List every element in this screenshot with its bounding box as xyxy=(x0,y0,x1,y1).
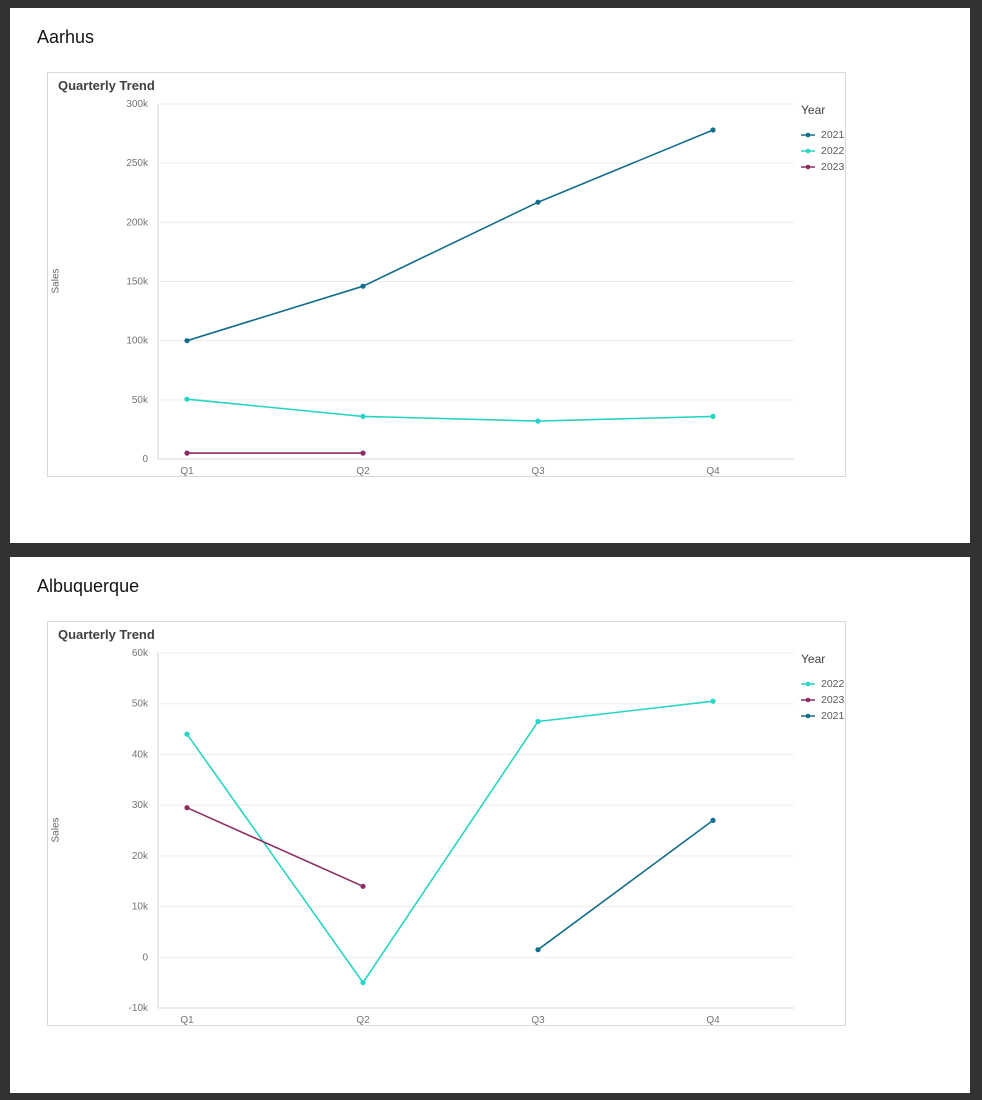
data-point-2022-Q4[interactable] xyxy=(710,698,716,704)
line-chart: -10k 0 10k 20k 30k 40k 50k 60k Q1 Q2 Q3 Q4 xyxy=(129,648,794,1025)
y-tick-label: -10k xyxy=(129,1003,149,1014)
y-tick-label: 10k xyxy=(132,902,149,913)
data-point-2023-Q2[interactable] xyxy=(360,883,366,889)
x-tick-label: Q1 xyxy=(180,466,194,476)
data-point-2022-Q2[interactable] xyxy=(360,413,366,419)
x-tick-label: Q3 xyxy=(531,1015,545,1025)
legend-item-2022[interactable]: 2022 xyxy=(801,143,844,159)
legend-marker-icon xyxy=(801,132,815,138)
y-tick-label: 40k xyxy=(132,749,149,760)
data-point-2022-Q1[interactable] xyxy=(184,731,190,737)
y-tick-label: 30k xyxy=(132,800,149,811)
data-point-2022-Q3[interactable] xyxy=(535,418,541,424)
legend-items: 2022 2023 2021 xyxy=(801,676,844,724)
chart-title: Quarterly Trend xyxy=(58,78,155,93)
legend-item-2021[interactable]: 2021 xyxy=(801,708,844,724)
data-point-2021-Q4[interactable] xyxy=(710,817,716,823)
x-tick-label: Q2 xyxy=(356,1015,370,1025)
x-tick-label: Q3 xyxy=(531,466,545,476)
y-tick-label: 50k xyxy=(132,699,149,710)
legend: Year 2022 2023 2021 xyxy=(801,652,844,724)
panel-title: Aarhus xyxy=(37,27,95,47)
y-tick-label: 60k xyxy=(132,648,149,659)
legend-marker-icon xyxy=(801,164,815,170)
data-point-2023-Q1[interactable] xyxy=(184,450,190,456)
legend-marker-icon xyxy=(801,681,815,687)
chart-title: Quarterly Trend xyxy=(58,627,155,642)
legend-marker-icon xyxy=(801,697,815,703)
data-point-2022-Q4[interactable] xyxy=(710,413,716,419)
y-tick-label: 0 xyxy=(142,454,148,465)
series-line-2021 xyxy=(537,819,714,951)
legend-items: 2021 2022 2023 xyxy=(801,127,844,175)
legend-item-label: 2022 xyxy=(821,145,845,157)
data-point-2023-Q2[interactable] xyxy=(360,450,366,456)
series-line-2021 xyxy=(186,129,714,342)
legend-item-label: 2023 xyxy=(821,694,845,706)
panel-aarhus: Aarhus Quarterly Trend 0 50k 100k 150k 200k 2… xyxy=(10,8,970,543)
data-point-2022-Q2[interactable] xyxy=(360,980,366,986)
series-line-2022 xyxy=(186,398,714,422)
line-chart: 0 50k 100k 150k 200k 250k 300k Q1 Q2 Q3 Q4 xyxy=(126,99,794,476)
data-point-2021-Q3[interactable] xyxy=(535,199,541,205)
x-tick-label: Q1 xyxy=(180,1015,194,1025)
legend-marker-icon xyxy=(801,713,815,719)
legend: Year 2021 2022 2023 xyxy=(801,103,844,175)
chart-card: Quarterly Trend -10k 0 10k 20k 30k 40k 50k 60k Q… xyxy=(47,621,846,1026)
y-axis-label: Sales xyxy=(50,817,62,843)
panel-title: Albuquerque xyxy=(37,576,140,596)
y-tick-label: 0 xyxy=(142,952,148,963)
legend-item-2021[interactable]: 2021 xyxy=(801,127,844,143)
y-tick-label: 50k xyxy=(132,395,149,406)
y-tick-label: 300k xyxy=(126,99,149,110)
y-tick-label: 200k xyxy=(126,217,149,228)
data-point-2021-Q4[interactable] xyxy=(710,127,716,133)
data-point-2021-Q3[interactable] xyxy=(535,947,541,953)
series-line-2023 xyxy=(186,806,364,888)
legend-marker-icon xyxy=(801,148,815,154)
chart-card: Quarterly Trend 0 50k 100k 150k 200k 250k 300k… xyxy=(47,72,846,477)
panel-albuquerque: Albuquerque Quarterly Trend -10k 0 10k 20k 3… xyxy=(10,557,970,1093)
legend-item-2023[interactable]: 2023 xyxy=(801,692,844,708)
legend-title: Year xyxy=(801,652,826,666)
series-line-2022 xyxy=(186,700,714,985)
legend-item-2023[interactable]: 2023 xyxy=(801,159,844,175)
legend-item-label: 2021 xyxy=(821,129,845,141)
legend-item-label: 2022 xyxy=(821,678,845,690)
data-point-2022-Q1[interactable] xyxy=(184,396,190,402)
data-point-2022-Q3[interactable] xyxy=(535,718,541,725)
x-tick-label: Q4 xyxy=(706,466,720,476)
data-point-2023-Q1[interactable] xyxy=(184,805,190,811)
y-tick-label: 100k xyxy=(126,336,149,347)
legend-item-label: 2021 xyxy=(821,710,845,722)
x-tick-label: Q2 xyxy=(356,466,370,476)
data-point-2021-Q2[interactable] xyxy=(360,283,366,289)
legend-item-label: 2023 xyxy=(821,161,845,173)
y-tick-label: 150k xyxy=(126,277,149,288)
y-tick-label: 20k xyxy=(132,851,149,862)
legend-item-2022[interactable]: 2022 xyxy=(801,676,844,692)
data-point-2021-Q1[interactable] xyxy=(184,338,190,344)
x-tick-label: Q4 xyxy=(706,1015,720,1025)
legend-title: Year xyxy=(801,103,826,117)
y-tick-label: 250k xyxy=(126,158,149,169)
y-axis-label: Sales xyxy=(50,268,62,294)
